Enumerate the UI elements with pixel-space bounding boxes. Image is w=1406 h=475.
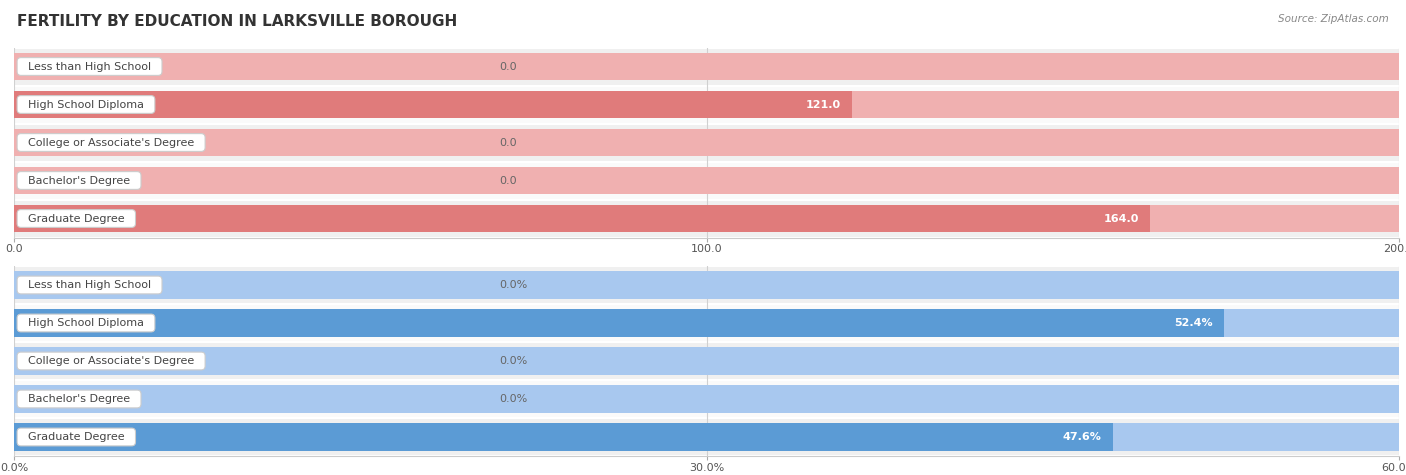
Text: 47.6%: 47.6%: [1063, 432, 1102, 442]
Text: Graduate Degree: Graduate Degree: [21, 432, 132, 442]
Bar: [14, 200, 1399, 238]
Text: College or Associate's Degree: College or Associate's Degree: [21, 356, 201, 366]
Bar: [14, 418, 1399, 456]
Text: 0.0: 0.0: [499, 61, 516, 72]
Bar: [14, 347, 1399, 375]
Text: Source: ZipAtlas.com: Source: ZipAtlas.com: [1278, 14, 1389, 24]
Bar: [14, 91, 852, 118]
Text: 121.0: 121.0: [806, 99, 841, 110]
Bar: [14, 423, 1112, 451]
Text: Less than High School: Less than High School: [21, 61, 157, 72]
Text: High School Diploma: High School Diploma: [21, 99, 150, 110]
Bar: [14, 309, 1399, 337]
Bar: [14, 53, 1399, 80]
Text: College or Associate's Degree: College or Associate's Degree: [21, 137, 201, 148]
Bar: [14, 205, 1399, 232]
Bar: [14, 167, 1399, 194]
Bar: [14, 266, 1399, 304]
Bar: [14, 86, 1399, 124]
Text: Bachelor's Degree: Bachelor's Degree: [21, 175, 138, 186]
Text: 52.4%: 52.4%: [1174, 318, 1212, 328]
Text: 0.0%: 0.0%: [499, 280, 527, 290]
Bar: [14, 205, 1150, 232]
Text: 0.0%: 0.0%: [499, 394, 527, 404]
Bar: [14, 129, 1399, 156]
Text: 0.0: 0.0: [499, 137, 516, 148]
Bar: [14, 309, 1223, 337]
Bar: [14, 385, 1399, 413]
Text: High School Diploma: High School Diploma: [21, 318, 150, 328]
Text: Bachelor's Degree: Bachelor's Degree: [21, 394, 138, 404]
Text: FERTILITY BY EDUCATION IN LARKSVILLE BOROUGH: FERTILITY BY EDUCATION IN LARKSVILLE BOR…: [17, 14, 457, 29]
Text: Less than High School: Less than High School: [21, 280, 157, 290]
Bar: [14, 48, 1399, 86]
Bar: [14, 380, 1399, 418]
Bar: [14, 304, 1399, 342]
Bar: [14, 162, 1399, 199]
Text: 164.0: 164.0: [1104, 213, 1139, 224]
Bar: [14, 342, 1399, 380]
Bar: [14, 423, 1399, 451]
Text: 0.0%: 0.0%: [499, 356, 527, 366]
Text: Graduate Degree: Graduate Degree: [21, 213, 132, 224]
Bar: [14, 271, 1399, 299]
Bar: [14, 91, 1399, 118]
Bar: [14, 124, 1399, 162]
Text: 0.0: 0.0: [499, 175, 516, 186]
